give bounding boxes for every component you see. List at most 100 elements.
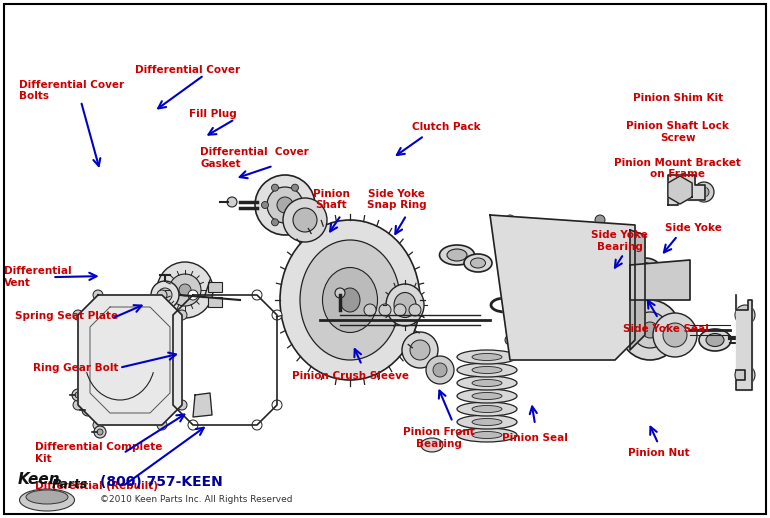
Circle shape — [535, 270, 555, 290]
Circle shape — [595, 335, 605, 345]
Circle shape — [505, 335, 515, 345]
Circle shape — [364, 304, 376, 316]
Ellipse shape — [535, 241, 561, 259]
Circle shape — [255, 175, 315, 235]
Circle shape — [177, 400, 187, 410]
Circle shape — [292, 219, 299, 226]
Ellipse shape — [541, 245, 555, 255]
Circle shape — [169, 274, 201, 306]
Circle shape — [168, 400, 178, 410]
Ellipse shape — [457, 389, 517, 403]
Text: Spring Seat Plate: Spring Seat Plate — [15, 311, 119, 321]
Circle shape — [188, 420, 198, 430]
Circle shape — [277, 197, 293, 213]
Circle shape — [227, 197, 237, 207]
Text: Fill Plug: Fill Plug — [189, 109, 236, 119]
Circle shape — [262, 202, 269, 209]
Circle shape — [283, 198, 327, 242]
Text: Differential Complete 
Kit: Differential Complete Kit — [35, 442, 166, 464]
Circle shape — [426, 356, 454, 384]
Ellipse shape — [472, 393, 502, 399]
Circle shape — [409, 304, 421, 316]
Ellipse shape — [472, 367, 502, 373]
Ellipse shape — [630, 258, 660, 278]
Circle shape — [97, 429, 103, 435]
Polygon shape — [736, 295, 752, 390]
Circle shape — [72, 389, 84, 401]
Text: Pinion Crush Sleeve: Pinion Crush Sleeve — [292, 370, 409, 381]
Ellipse shape — [472, 419, 502, 425]
Text: Pinion Mount Bracket
on Frame: Pinion Mount Bracket on Frame — [614, 157, 741, 179]
Ellipse shape — [457, 363, 517, 377]
Circle shape — [188, 290, 198, 300]
Circle shape — [335, 288, 345, 298]
Ellipse shape — [394, 293, 416, 318]
Circle shape — [252, 420, 262, 430]
Circle shape — [73, 310, 83, 320]
Text: Side Yoke
Snap Ring: Side Yoke Snap Ring — [367, 189, 427, 210]
Text: Differential Cover
Bolts: Differential Cover Bolts — [19, 80, 125, 102]
Circle shape — [94, 426, 106, 438]
Circle shape — [293, 208, 317, 232]
Text: Side Yoke
Bearing: Side Yoke Bearing — [591, 230, 648, 252]
Polygon shape — [490, 215, 635, 360]
Ellipse shape — [699, 329, 731, 351]
Ellipse shape — [602, 251, 638, 273]
Circle shape — [85, 407, 91, 413]
Circle shape — [272, 184, 279, 191]
Text: Keen: Keen — [18, 472, 61, 487]
Circle shape — [179, 284, 191, 296]
Polygon shape — [78, 295, 182, 425]
Text: Differential
Vent: Differential Vent — [4, 266, 72, 288]
Ellipse shape — [457, 376, 517, 390]
Circle shape — [632, 312, 668, 348]
Text: Side Yoke: Side Yoke — [665, 223, 721, 233]
Circle shape — [272, 310, 282, 320]
Circle shape — [505, 215, 515, 225]
Text: ©2010 Keen Parts Inc. All Rights Reserved: ©2010 Keen Parts Inc. All Rights Reserve… — [100, 496, 293, 505]
Text: Side Yoke Seal: Side Yoke Seal — [623, 324, 709, 334]
Circle shape — [82, 404, 94, 416]
Circle shape — [642, 322, 658, 338]
Circle shape — [523, 258, 567, 302]
Ellipse shape — [457, 415, 517, 429]
Circle shape — [735, 305, 755, 325]
Ellipse shape — [386, 284, 424, 326]
Ellipse shape — [470, 258, 486, 268]
Polygon shape — [193, 393, 212, 417]
Ellipse shape — [472, 431, 502, 439]
Ellipse shape — [19, 489, 75, 511]
Ellipse shape — [440, 245, 474, 265]
Text: Ring Gear Bolt: Ring Gear Bolt — [33, 363, 119, 373]
Text: Pinion Front
Bearing: Pinion Front Bearing — [403, 427, 475, 449]
Circle shape — [653, 313, 697, 357]
Bar — [208, 297, 222, 307]
Circle shape — [151, 281, 179, 309]
Circle shape — [272, 219, 279, 226]
Circle shape — [157, 290, 167, 300]
Circle shape — [410, 340, 430, 360]
Text: Pinion Nut: Pinion Nut — [628, 448, 689, 458]
Circle shape — [157, 262, 213, 318]
Polygon shape — [668, 175, 705, 205]
Ellipse shape — [421, 438, 443, 452]
Ellipse shape — [457, 402, 517, 416]
Circle shape — [93, 420, 103, 430]
Text: Pinion Shim Kit: Pinion Shim Kit — [632, 93, 723, 104]
Circle shape — [620, 300, 680, 360]
Text: Differential  Cover
Gasket: Differential Cover Gasket — [200, 147, 309, 169]
Circle shape — [292, 184, 299, 191]
Ellipse shape — [527, 235, 569, 265]
Circle shape — [699, 187, 709, 197]
Circle shape — [673, 183, 687, 197]
Text: Differential (Rebuilt): Differential (Rebuilt) — [35, 481, 158, 491]
Ellipse shape — [323, 267, 377, 333]
Circle shape — [595, 215, 605, 225]
Polygon shape — [630, 260, 690, 300]
Ellipse shape — [472, 406, 502, 412]
Ellipse shape — [457, 428, 517, 442]
Ellipse shape — [610, 255, 630, 268]
Text: (800) 757-KEEN: (800) 757-KEEN — [100, 475, 223, 489]
Circle shape — [433, 363, 447, 377]
Circle shape — [252, 290, 262, 300]
